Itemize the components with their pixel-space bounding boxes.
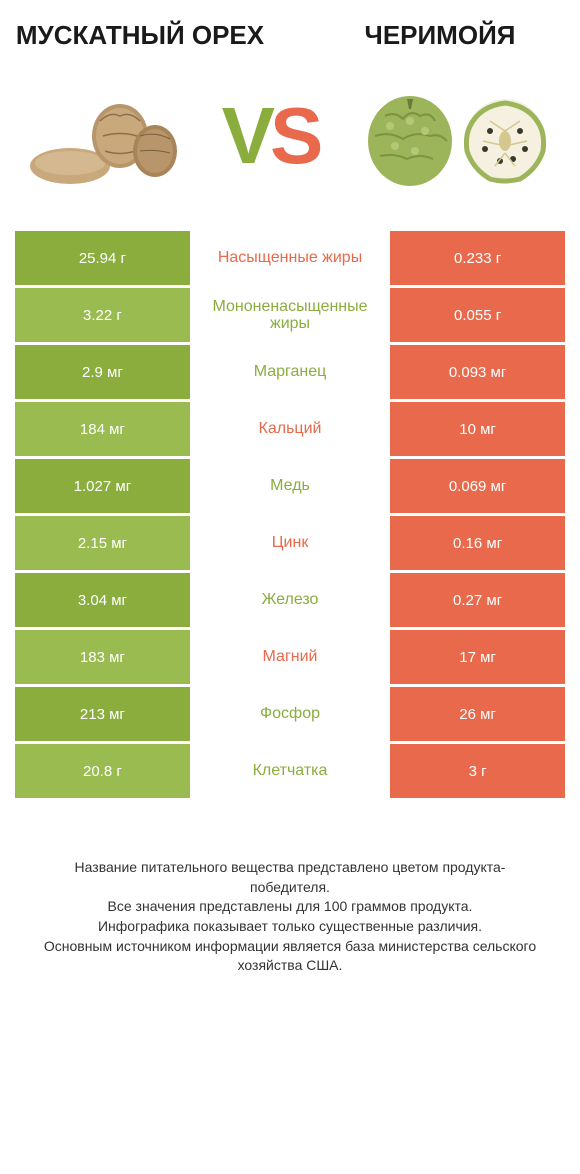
cell-right-value: 3 г: [390, 744, 565, 798]
table-row: 2.9 мгМарганец0.093 мг: [15, 345, 565, 399]
table-row: 25.94 гНасыщенные жиры0.233 г: [15, 231, 565, 285]
images-row: VS: [15, 81, 565, 191]
table-row: 2.15 мгЦинк0.16 мг: [15, 516, 565, 570]
vs-text: VS: [222, 90, 319, 182]
cherimoya-image: [355, 81, 555, 191]
cell-right-value: 0.16 мг: [390, 516, 565, 570]
cell-left-value: 184 мг: [15, 402, 190, 456]
cell-left-value: 183 мг: [15, 630, 190, 684]
header: МУСКАТНЫЙ ОРЕХ ЧЕРИМОЙЯ: [15, 20, 565, 51]
cell-right-value: 0.069 мг: [390, 459, 565, 513]
cell-left-value: 3.04 мг: [15, 573, 190, 627]
cell-left-value: 1.027 мг: [15, 459, 190, 513]
vs-s-letter: S: [270, 91, 318, 180]
table-row: 20.8 гКлетчатка3 г: [15, 744, 565, 798]
cherimoya-icon: [355, 81, 555, 191]
footer-line-2: Все значения представлены для 100 граммо…: [35, 897, 545, 917]
cell-left-value: 2.9 мг: [15, 345, 190, 399]
table-row: 3.04 мгЖелезо0.27 мг: [15, 573, 565, 627]
table-row: 1.027 мгМедь0.069 мг: [15, 459, 565, 513]
cell-nutrient-label: Цинк: [190, 516, 390, 570]
title-right: ЧЕРИМОЙЯ: [315, 20, 565, 51]
cell-right-value: 0.233 г: [390, 231, 565, 285]
cell-left-value: 2.15 мг: [15, 516, 190, 570]
cell-nutrient-label: Кальций: [190, 402, 390, 456]
cell-nutrient-label: Медь: [190, 459, 390, 513]
cell-nutrient-label: Магний: [190, 630, 390, 684]
cell-nutrient-label: Клетчатка: [190, 744, 390, 798]
cell-left-value: 25.94 г: [15, 231, 190, 285]
cell-nutrient-label: Фосфор: [190, 687, 390, 741]
nutmeg-icon: [25, 81, 185, 191]
cell-right-value: 10 мг: [390, 402, 565, 456]
cell-right-value: 26 мг: [390, 687, 565, 741]
footer-line-1: Название питательного вещества представл…: [35, 858, 545, 897]
cell-right-value: 0.093 мг: [390, 345, 565, 399]
cell-left-value: 3.22 г: [15, 288, 190, 342]
nutmeg-image: [25, 81, 185, 191]
table-row: 184 мгКальций10 мг: [15, 402, 565, 456]
cell-nutrient-label: Железо: [190, 573, 390, 627]
cell-left-value: 213 мг: [15, 687, 190, 741]
table-row: 213 мгФосфор26 мг: [15, 687, 565, 741]
footer-line-3: Инфографика показывает только существенн…: [35, 917, 545, 937]
table-row: 183 мгМагний17 мг: [15, 630, 565, 684]
cell-right-value: 0.055 г: [390, 288, 565, 342]
comparison-table: 25.94 гНасыщенные жиры0.233 г3.22 гМонон…: [15, 231, 565, 798]
footer-notes: Название питательного вещества представл…: [15, 858, 565, 976]
vs-v-letter: V: [222, 91, 270, 180]
cell-nutrient-label: Марганец: [190, 345, 390, 399]
cell-right-value: 0.27 мг: [390, 573, 565, 627]
cell-right-value: 17 мг: [390, 630, 565, 684]
table-row: 3.22 гМононенасыщенные жиры0.055 г: [15, 288, 565, 342]
cell-left-value: 20.8 г: [15, 744, 190, 798]
title-left: МУСКАТНЫЙ ОРЕХ: [15, 20, 265, 51]
cell-nutrient-label: Мононенасыщенные жиры: [190, 288, 390, 342]
cell-nutrient-label: Насыщенные жиры: [190, 231, 390, 285]
footer-line-4: Основным источником информации является …: [35, 937, 545, 976]
